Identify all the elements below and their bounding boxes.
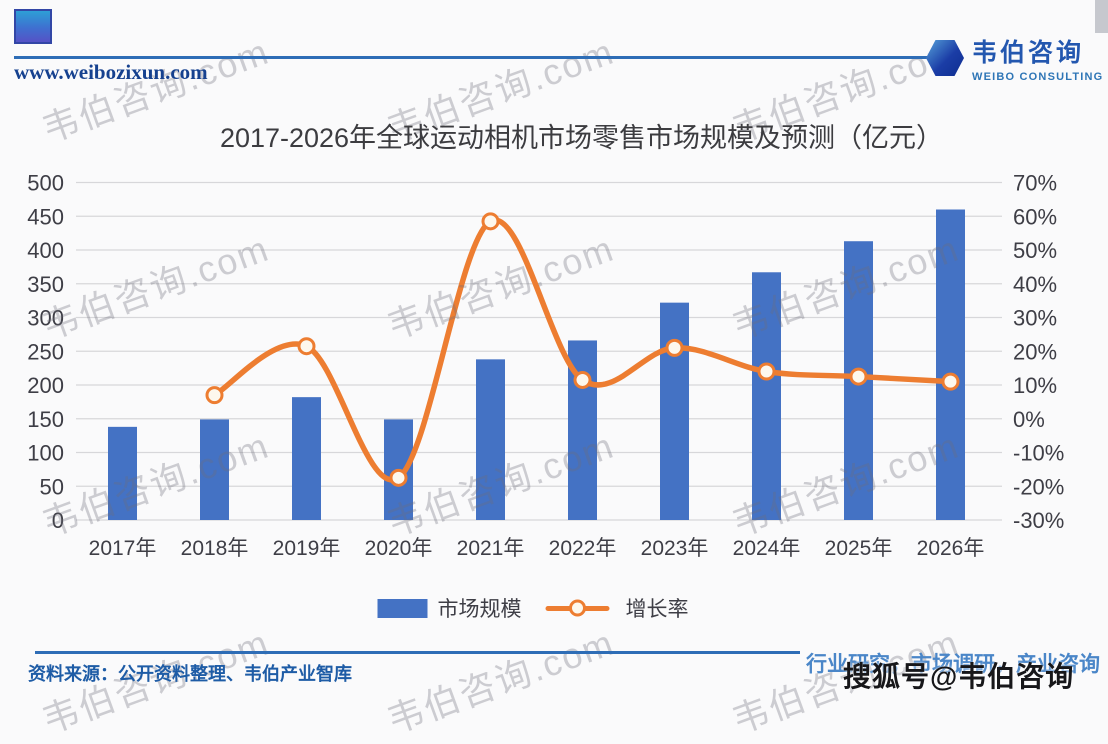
legend-bar-label: 市场规模 xyxy=(437,598,522,621)
y-axis-label-right: -30% xyxy=(1013,508,1064,533)
legend-line-label: 增长率 xyxy=(625,598,689,621)
x-axis-label: 2020年 xyxy=(365,537,433,560)
y-axis-label-right: -10% xyxy=(1013,441,1064,466)
bar-2019年 xyxy=(292,397,321,520)
brand-logo: 韦伯咨询 WEIBO CONSULTING xyxy=(926,40,1103,83)
bar-2017年 xyxy=(108,426,137,520)
y-axis-label-right: 70% xyxy=(1013,171,1057,196)
combo-chart: 0 -30% 50 -20% 100 -10% 150 0% 200 10% 250 20% 300 30… xyxy=(27,171,1064,561)
chart-legend: 市场规模 增长率 xyxy=(377,593,703,623)
y-axis-label-left: 200 xyxy=(27,373,64,398)
y-axis-label-left: 450 xyxy=(27,204,64,229)
corner-logo-square xyxy=(14,9,52,44)
growth-line-marker xyxy=(389,468,408,487)
growth-line-marker xyxy=(297,337,316,356)
y-axis-label-right: 40% xyxy=(1013,272,1057,297)
growth-line-marker xyxy=(573,370,592,389)
chart-title: 2017-2026年全球运动相机市场零售市场规模及预测（亿元） xyxy=(219,123,944,154)
y-axis-label-right: 50% xyxy=(1013,238,1057,263)
growth-line-marker xyxy=(481,212,500,231)
y-axis-label-left: 250 xyxy=(27,339,64,364)
header-divider xyxy=(14,56,928,59)
legend-line-swatch xyxy=(545,598,610,618)
y-axis-label-left: 0 xyxy=(52,508,64,533)
growth-line-marker xyxy=(665,338,684,357)
y-axis-label-left: 350 xyxy=(27,272,64,297)
x-axis-label: 2023年 xyxy=(641,537,709,560)
y-axis-label-right: 30% xyxy=(1013,306,1057,331)
bar-2026年 xyxy=(936,209,965,520)
x-axis-label: 2026年 xyxy=(917,537,985,560)
x-axis-label: 2021年 xyxy=(457,537,525,560)
growth-line-marker xyxy=(757,362,776,381)
footer-divider xyxy=(35,651,800,654)
bar-2023年 xyxy=(660,302,689,520)
y-axis-label-right: 60% xyxy=(1013,204,1057,229)
hexagon-logo-icon xyxy=(926,40,964,76)
x-axis-label: 2017年 xyxy=(89,537,157,560)
y-axis-label-left: 300 xyxy=(27,306,64,331)
page-edge-artifact xyxy=(1095,0,1108,33)
x-axis-label: 2022年 xyxy=(549,537,617,560)
brand-subtitle: WEIBO CONSULTING xyxy=(972,71,1104,83)
bar-2021年 xyxy=(476,359,505,520)
growth-line-marker xyxy=(941,372,960,391)
y-axis-label-left: 500 xyxy=(27,171,64,196)
bar-2018年 xyxy=(200,419,229,520)
sohu-account-badge: 搜狐号@韦伯咨询 xyxy=(843,661,1075,692)
y-axis-label-left: 100 xyxy=(27,441,64,466)
legend-line-marker-icon xyxy=(569,599,586,617)
y-axis-label-left: 150 xyxy=(27,407,64,432)
bar-2024年 xyxy=(752,272,781,520)
y-axis-label-right: 10% xyxy=(1013,373,1057,398)
y-axis-label-right: 0% xyxy=(1013,407,1045,432)
y-axis-label-left: 400 xyxy=(27,238,64,263)
growth-line-marker xyxy=(205,386,224,405)
brand-name: 韦伯咨询 xyxy=(972,40,1085,67)
website-url: www.weibozixun.com xyxy=(14,60,208,84)
company-tagline: 行业研究，市场调研，产业咨询 xyxy=(806,652,1100,676)
growth-line-marker xyxy=(849,367,868,386)
x-axis-label: 2019年 xyxy=(273,537,341,560)
data-source-note: 资料来源：公开资料整理、韦伯产业智库 xyxy=(28,664,352,684)
y-axis-label-left: 50 xyxy=(40,474,64,499)
x-axis-label: 2025年 xyxy=(825,537,893,560)
y-axis-label-right: -20% xyxy=(1013,474,1064,499)
y-axis-label-right: 20% xyxy=(1013,339,1057,364)
x-axis-label: 2018年 xyxy=(181,537,249,560)
x-axis-label: 2024年 xyxy=(733,537,801,560)
growth-line xyxy=(211,217,954,483)
legend-bar-swatch xyxy=(377,598,428,618)
